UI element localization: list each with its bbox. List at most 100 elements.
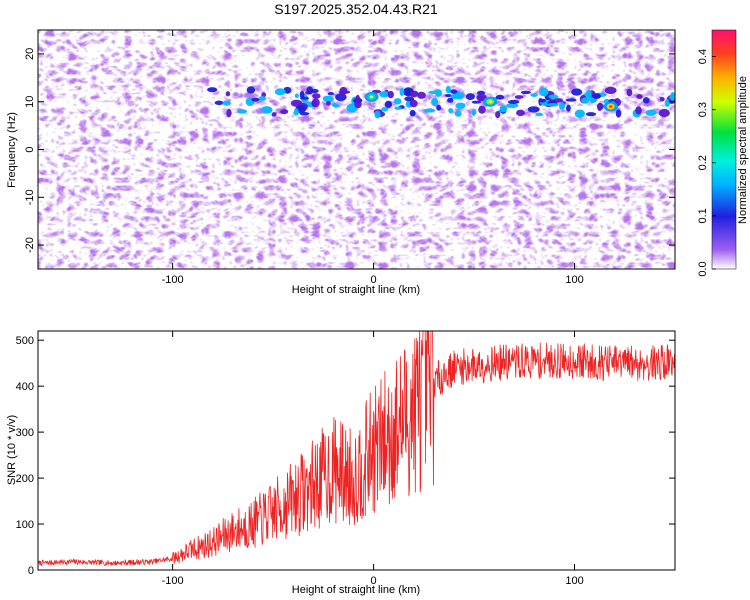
heatmap-hotspot-peak	[369, 95, 374, 99]
heatmap-band-cell	[530, 93, 538, 97]
heatmap-band-cell	[454, 110, 462, 117]
heatmap-band-cell	[527, 106, 540, 113]
heatmap-band-cell	[636, 94, 643, 99]
chart-title: S197.2025.352.04.43.R21	[274, 1, 438, 17]
heatmap-band-cell	[258, 96, 267, 101]
y-tick-label: 0	[24, 146, 36, 152]
heatmap-band-cell	[645, 109, 657, 116]
heatmap-band-cell	[214, 100, 224, 106]
heatmap-band-cell	[261, 92, 267, 98]
heatmap-band-cell	[327, 91, 335, 96]
heatmap-band-cell	[471, 108, 476, 116]
heatmap-band-cell	[642, 97, 650, 104]
heatmap-band-cell	[306, 86, 314, 94]
heatmap-band-cell	[507, 99, 520, 105]
heatmap-band-cell	[585, 89, 592, 98]
heatmap-band-cell	[447, 97, 454, 103]
heatmap-band-cell	[299, 90, 305, 99]
y-tick-label: -20	[24, 237, 36, 253]
heatmap-band-cell	[260, 106, 273, 114]
heatmap-band-cell	[409, 99, 418, 108]
heatmap-band-cell	[565, 98, 577, 102]
heatmap-band-cell	[574, 109, 586, 118]
heatmap-band-cell	[664, 99, 670, 108]
heatmap-band-cell	[274, 88, 286, 96]
colorbar-tick-label: 0.1	[697, 208, 709, 223]
heatmap-band-cell	[226, 108, 232, 118]
heatmap-band-cell	[280, 109, 289, 115]
heatmap-band-cell	[222, 100, 232, 106]
heatmap-band-cell	[293, 108, 299, 116]
heatmap-band-cell	[514, 95, 524, 99]
heatmap-band-cell	[300, 96, 310, 100]
heatmap-band-cell	[207, 87, 218, 93]
heatmap-band-cell	[379, 90, 390, 98]
heatmap-band-cell	[658, 108, 670, 118]
heatmap-band-cell	[417, 91, 426, 99]
heatmap-band-cell	[409, 109, 416, 117]
x-tick-label: 100	[565, 575, 583, 587]
y-tick-label: 100	[16, 519, 34, 531]
heatmap-band-cell	[591, 94, 601, 98]
heatmap-band-cell	[246, 86, 256, 94]
heatmap-band-cell	[559, 102, 566, 110]
heatmap-band-cell	[311, 100, 317, 107]
colorbar-tick-label: 0.0	[697, 261, 709, 276]
heatmap-hotspot-peak	[609, 105, 613, 108]
heatmap-band-cell	[312, 93, 321, 99]
heatmap-band-cell	[381, 106, 389, 112]
heatmap-band-cell	[325, 101, 332, 106]
heatmap-band-cell	[471, 100, 482, 104]
heatmap-band-cell	[450, 94, 463, 100]
heatmap-band-cell	[635, 106, 642, 115]
heatmap-band-cell	[539, 87, 549, 97]
heatmap-band-cell	[404, 96, 415, 102]
heatmap-band-cell	[506, 103, 519, 109]
heatmap-band-cell	[581, 97, 590, 104]
heatmap-band-cell	[548, 94, 559, 99]
snr-x-axis: -100 0 100	[162, 331, 584, 587]
heatmap-band-cell	[547, 103, 559, 107]
heatmap-band-cell	[436, 104, 442, 111]
heatmap-signal-band	[207, 85, 675, 119]
colorbar-tick-label: 0.3	[697, 102, 709, 117]
heatmap-band-cell	[384, 100, 393, 109]
heatmap-band-cell	[449, 89, 458, 94]
y-tick-label: 500	[16, 335, 34, 347]
heatmap-band-cell	[271, 112, 277, 117]
heatmap-band-cell	[294, 93, 299, 99]
x-tick-label: 0	[371, 274, 377, 286]
heatmap-band-cell	[409, 90, 419, 98]
heatmap-hotspot-peak	[488, 100, 492, 103]
heatmap-band-cell	[444, 94, 452, 98]
y-tick-label: 300	[16, 427, 34, 439]
snr-x-axis-label: Height of straight line (km)	[292, 584, 420, 596]
heatmap-band-cell	[670, 92, 675, 101]
heatmap-band-cell	[495, 110, 501, 119]
heatmap-band-cell	[236, 109, 248, 114]
heatmap-band-cell	[394, 106, 402, 110]
x-tick-label: -100	[162, 575, 184, 587]
heatmap-band-cell	[335, 93, 347, 102]
snr-plot-frame	[37, 330, 676, 571]
heatmap-x-axis: -100 0 100	[162, 30, 584, 286]
heatmap-band-cell	[423, 108, 435, 113]
y-tick-label: 20	[24, 48, 36, 60]
heatmap-noise-field	[38, 30, 675, 269]
snr-y-axis-label: SNR (10 * v/v)	[6, 415, 18, 485]
heatmap-band-cell	[516, 109, 526, 117]
heatmap-band-cell	[339, 86, 348, 96]
colorbar-label: Normalized spectral amplitude	[737, 76, 749, 224]
snr-series-line	[38, 331, 675, 567]
y-tick-label: 0	[28, 565, 34, 577]
heatmap-band-cell	[393, 98, 402, 105]
heatmap-band-cell	[355, 94, 360, 104]
heatmap-band-cell	[520, 90, 532, 95]
heatmap-band-cell	[465, 93, 475, 101]
heatmap-band-cell	[499, 104, 508, 113]
colorbar: 0.0 0.1 0.2 0.3 0.4 Normalized spectral ampl…	[697, 29, 749, 277]
heatmap-band-cell	[566, 104, 571, 112]
colorbar-tick-label: 0.2	[697, 155, 709, 170]
heatmap-band-cell	[615, 109, 622, 118]
